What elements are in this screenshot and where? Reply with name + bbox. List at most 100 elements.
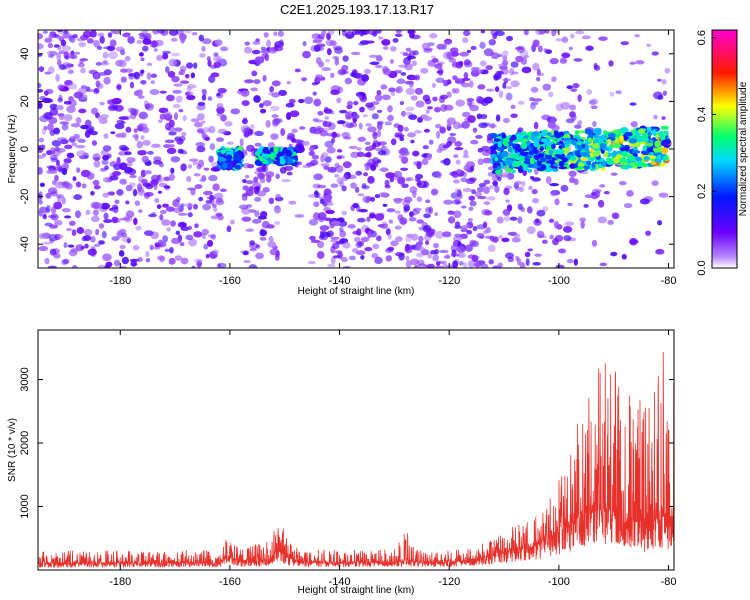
noise-cell [153,48,158,52]
noise-cell [447,210,455,215]
noise-cell [309,235,316,241]
noise-cell [364,68,371,75]
noise-cell [416,265,426,268]
noise-cell [97,32,105,38]
noise-cell [275,193,281,199]
noise-cell [205,199,213,204]
noise-cell [385,255,393,262]
signal-cell [620,165,626,169]
noise-cell [255,185,261,191]
noise-cell [142,139,151,146]
noise-cell [255,252,264,260]
noise-cell [165,94,175,102]
noise-cell [107,32,113,38]
noise-cell [380,84,388,90]
noise-cell [142,45,149,52]
y-tick-label: -20 [19,189,31,205]
noise-cell [468,206,474,212]
noise-cell [480,30,485,34]
noise-cell [195,141,206,147]
noise-cell [390,138,397,146]
noise-cell [324,191,333,195]
noise-cell [328,30,335,36]
noise-cell [191,31,198,36]
noise-cell [507,232,515,236]
noise-cell [494,86,500,92]
noise-cell [409,258,419,266]
noise-cell [224,120,233,127]
noise-cell [500,174,510,178]
noise-cell [477,84,486,90]
noise-cell [202,190,211,196]
noise-cell [174,255,183,261]
noise-cell [389,46,397,52]
spectrogram-x-axis-label: Height of straight line (km) [298,286,415,297]
noise-cell [334,58,340,66]
noise-cell [511,71,519,75]
noise-cell [442,51,452,60]
signal-cell [570,155,577,161]
noise-cell [430,55,437,59]
noise-cell [38,66,45,73]
noise-cell [246,204,253,208]
signal-cell [577,145,583,152]
noise-cell [162,50,171,55]
noise-cell [137,183,143,192]
noise-cell [262,100,272,107]
noise-cell [48,33,55,39]
noise-cell [191,265,196,268]
noise-cell [433,242,440,249]
signal-cell [281,150,291,154]
noise-cell [421,42,431,50]
noise-cell [646,43,651,47]
signal-cell [634,156,643,162]
noise-cell [47,214,57,218]
noise-cell [662,90,668,96]
noise-cell [440,104,448,112]
noise-cell [186,94,196,101]
noise-cell [203,243,209,250]
noise-cell [320,154,325,163]
noise-cell [510,104,516,110]
noise-cell [97,115,102,121]
noise-cell [78,42,86,48]
signal-cell [660,125,670,130]
noise-cell [348,255,357,261]
noise-cell [90,201,100,209]
noise-cell [590,98,599,105]
noise-cell [70,123,81,128]
noise-cell [137,256,143,262]
noise-cell [177,212,188,216]
noise-cell [75,117,82,124]
noise-cell [169,144,175,148]
noise-cell [483,230,488,234]
signal-cell [640,149,650,155]
noise-cell [219,46,229,52]
noise-cell [368,213,376,219]
noise-cell [548,218,555,223]
signal-cell [259,155,264,162]
signal-cell [537,160,542,167]
noise-cell [212,183,220,192]
noise-cell [443,157,451,166]
noise-cell [476,95,483,104]
noise-cell [242,90,247,95]
noise-cell [468,177,477,182]
noise-cell [390,92,396,96]
signal-cell [563,143,570,148]
noise-cell [321,152,329,158]
y-tick-label: 20 [19,95,31,107]
noise-cell [42,127,47,135]
noise-cell [256,190,267,197]
noise-cell [591,239,598,247]
noise-cell [72,265,78,268]
noise-cell [157,119,163,123]
noise-cell [396,78,406,84]
noise-cell [313,212,321,221]
noise-cell [449,132,457,137]
noise-cell [445,253,450,259]
noise-cell [49,154,58,161]
noise-cell [179,80,190,84]
noise-cell [343,136,352,140]
noise-cell [124,151,132,156]
